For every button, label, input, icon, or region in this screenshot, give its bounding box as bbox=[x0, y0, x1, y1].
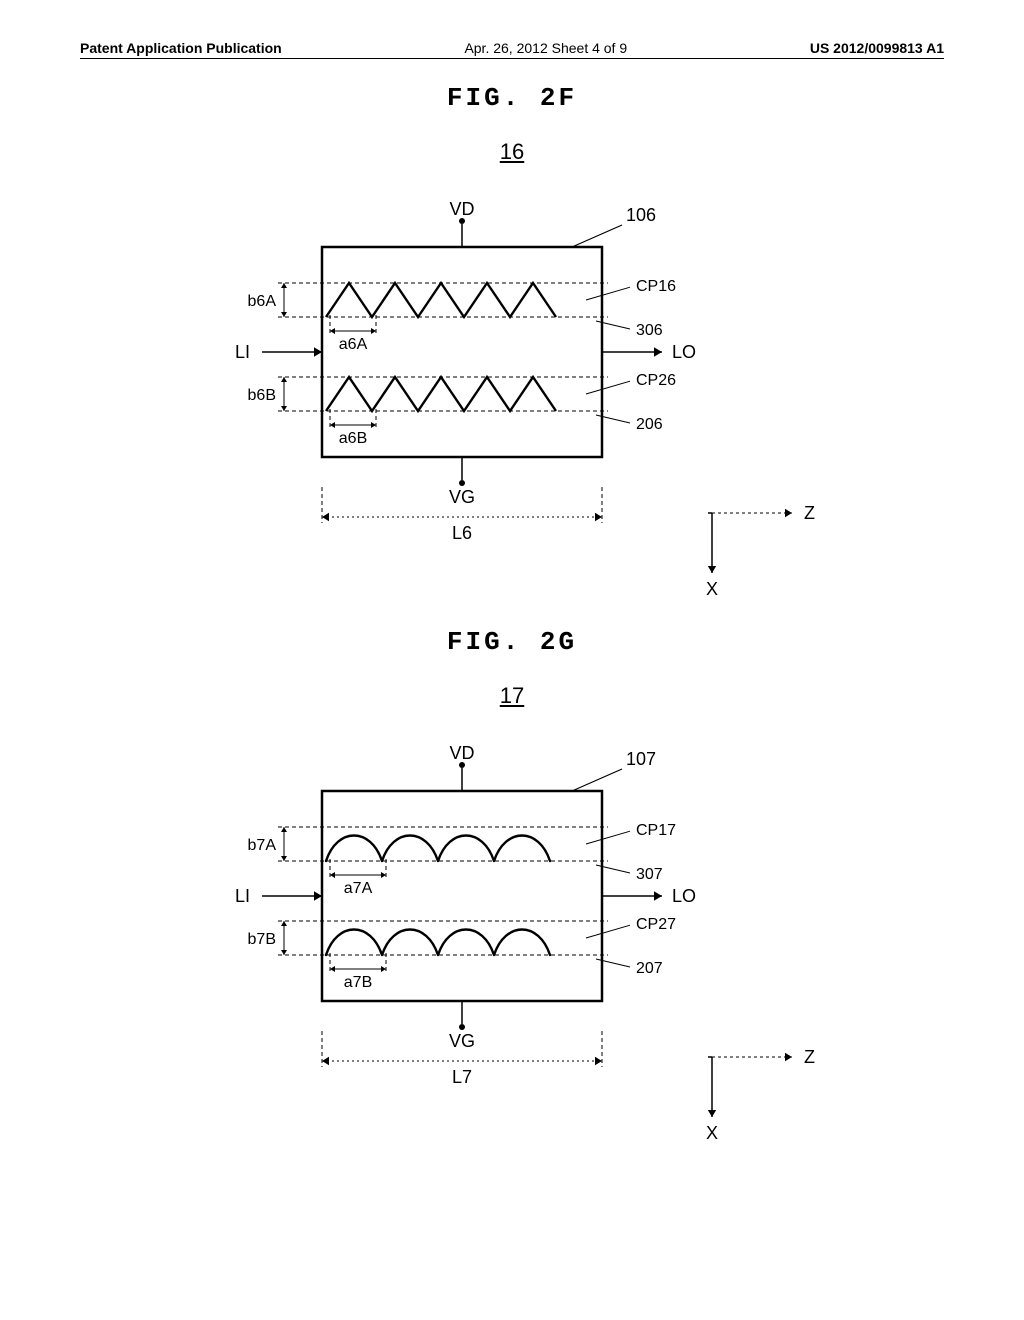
svg-text:307: 307 bbox=[636, 866, 663, 883]
svg-text:a7B: a7B bbox=[344, 974, 372, 991]
svg-text:VD: VD bbox=[449, 743, 474, 763]
svg-text:a7A: a7A bbox=[344, 880, 373, 897]
fig-2g-svg: VD 107 LI LO VG L7 b7A a7A CP17 307 b7B a7B CP27 207 Z… bbox=[192, 731, 832, 1131]
svg-text:b6B: b6B bbox=[248, 387, 276, 404]
fig-2f-ref: 16 bbox=[500, 139, 524, 165]
fig-2g-title: FIG. 2G bbox=[447, 627, 577, 657]
svg-text:CP16: CP16 bbox=[636, 278, 676, 295]
svg-text:b7A: b7A bbox=[248, 837, 277, 854]
svg-text:VG: VG bbox=[449, 1031, 475, 1051]
svg-text:b6A: b6A bbox=[248, 293, 277, 310]
header-mid: Apr. 26, 2012 Sheet 4 of 9 bbox=[464, 40, 627, 56]
fig-2f-title: FIG. 2F bbox=[447, 83, 577, 113]
header-right: US 2012/0099813 A1 bbox=[810, 40, 944, 56]
svg-text:306: 306 bbox=[636, 322, 663, 339]
svg-text:X: X bbox=[706, 579, 718, 599]
svg-text:Z: Z bbox=[804, 1047, 815, 1067]
page: Patent Application Publication Apr. 26, … bbox=[80, 40, 944, 1280]
svg-text:LO: LO bbox=[672, 342, 696, 362]
fig-2g-ref: 17 bbox=[500, 683, 524, 709]
svg-text:107: 107 bbox=[626, 749, 656, 769]
svg-text:L7: L7 bbox=[452, 1067, 472, 1087]
svg-text:206: 206 bbox=[636, 416, 663, 433]
svg-text:CP26: CP26 bbox=[636, 372, 676, 389]
svg-text:Z: Z bbox=[804, 503, 815, 523]
svg-text:a6B: a6B bbox=[339, 430, 367, 447]
svg-text:VG: VG bbox=[449, 487, 475, 507]
svg-text:L6: L6 bbox=[452, 523, 472, 543]
figure-2f: FIG. 2F 16 VD 106 LI LO VG L6 b6A a6A CP16 306 b6B… bbox=[80, 83, 944, 587]
svg-text:b7B: b7B bbox=[248, 931, 276, 948]
svg-text:CP17: CP17 bbox=[636, 822, 676, 839]
page-header: Patent Application Publication Apr. 26, … bbox=[80, 40, 944, 59]
fig-2f-canvas: VD 106 LI LO VG L6 b6A a6A CP16 306 b6B a6B CP26 206 Z… bbox=[192, 187, 832, 587]
svg-text:106: 106 bbox=[626, 205, 656, 225]
fig-2g-canvas: VD 107 LI LO VG L7 b7A a7A CP17 307 b7B a7B CP27 207 Z… bbox=[192, 731, 832, 1131]
svg-text:207: 207 bbox=[636, 960, 663, 977]
svg-text:X: X bbox=[706, 1123, 718, 1143]
svg-text:LI: LI bbox=[235, 886, 250, 906]
header-left: Patent Application Publication bbox=[80, 40, 282, 56]
figure-2g: FIG. 2G 17 VD 107 LI LO VG L7 b7A a7A CP17 307 b7B… bbox=[80, 627, 944, 1131]
svg-text:a6A: a6A bbox=[339, 336, 368, 353]
svg-text:LI: LI bbox=[235, 342, 250, 362]
svg-text:LO: LO bbox=[672, 886, 696, 906]
svg-text:VD: VD bbox=[449, 199, 474, 219]
svg-text:CP27: CP27 bbox=[636, 916, 676, 933]
fig-2f-svg: VD 106 LI LO VG L6 b6A a6A CP16 306 b6B a6B CP26 206 Z… bbox=[192, 187, 832, 587]
